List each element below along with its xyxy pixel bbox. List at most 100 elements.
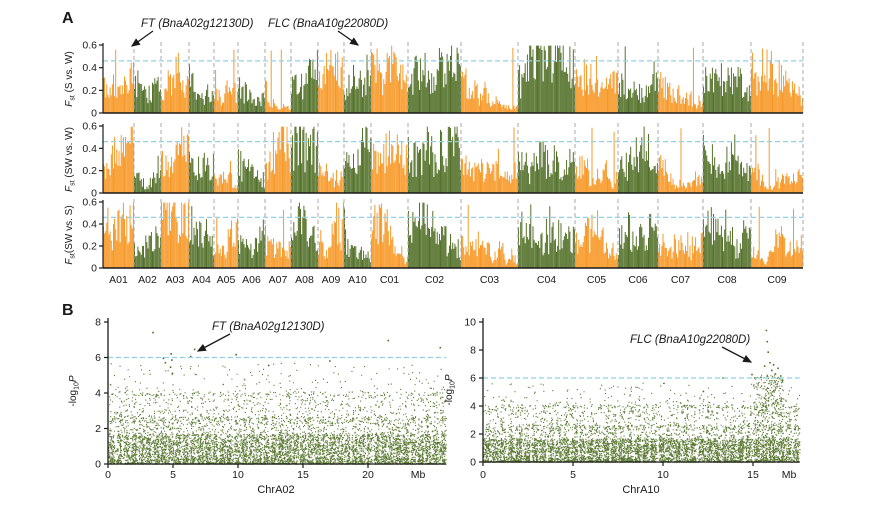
fst-bars-C02 xyxy=(408,202,461,268)
fst-bars-A07 xyxy=(265,209,291,268)
chromosome-label: A01 xyxy=(109,274,128,286)
fst-row: 0 0.2 0.4 0.6 Fst(SW vs. S) xyxy=(64,197,804,275)
chromosome-label: A05 xyxy=(217,274,236,286)
x-tick-label: 0 xyxy=(105,469,111,481)
fst-row: 0 0.2 0.4 0.6 Fst (SW vs. W) xyxy=(64,121,804,200)
panel-b-letter: B xyxy=(62,302,74,319)
fst-bars-C06 xyxy=(618,46,658,113)
y-axis-title: Fst(SW vs. S) xyxy=(64,205,77,264)
y-tick-label: 6 xyxy=(95,352,101,364)
fst-bars-C07 xyxy=(658,232,703,268)
fst-bars-A03 xyxy=(161,127,189,193)
chromosome-label: A08 xyxy=(295,274,314,286)
x-tick-label: 5 xyxy=(570,469,576,481)
fst-bars-C02 xyxy=(408,45,461,113)
fst-bars-A04 xyxy=(189,206,214,268)
fst-bars-A04 xyxy=(189,151,214,193)
panel-a: 0 0.2 0.4 0.6 Fst (S vs. W) 0 0.2 0.4 0.6 Fst (SW… xyxy=(64,18,804,286)
fst-bars-A07 xyxy=(265,126,291,193)
x-tick-label: 10 xyxy=(232,469,244,481)
fst-bars-A03 xyxy=(161,52,189,113)
fst-bars-C04 xyxy=(518,45,575,113)
y-tick-label: 0.2 xyxy=(82,85,97,97)
fst-bars-A02 xyxy=(134,70,161,113)
fst-bars-C07 xyxy=(658,47,703,113)
x-axis-title: ChrA10 xyxy=(622,484,659,496)
y-tick-label: 4 xyxy=(470,401,476,413)
fst-bars-A02 xyxy=(134,155,161,193)
annotation-arrow xyxy=(130,30,154,47)
chromosome-label: C01 xyxy=(380,274,399,286)
annotation-arrow xyxy=(337,30,360,46)
x-tick-label: 15 xyxy=(747,469,759,481)
fst-bars-C06 xyxy=(618,126,658,193)
y-tick-label: 8 xyxy=(95,317,101,329)
fst-bars-A06 xyxy=(238,149,265,193)
y-tick-label: 0 xyxy=(91,188,97,200)
fst-bars-A06 xyxy=(238,219,265,268)
annotation-arrow xyxy=(721,346,753,363)
y-tick-label: 4 xyxy=(95,388,101,400)
fst-bars-C05 xyxy=(575,127,618,193)
y-tick-label: 0.6 xyxy=(82,121,97,133)
fst-bars-C05 xyxy=(575,56,618,113)
fst-bars-C08 xyxy=(703,134,751,193)
y-axis-title: -log10P xyxy=(444,374,457,405)
fst-bars-C06 xyxy=(618,212,658,268)
y-axis-title: Fst (SW vs. W) xyxy=(64,127,77,192)
fst-bars-C04 xyxy=(518,204,575,268)
fst-bars-C01 xyxy=(371,203,408,268)
fst-bars-A01 xyxy=(103,202,134,268)
chromosome-label: C03 xyxy=(480,274,499,286)
fst-bars-A05 xyxy=(214,217,238,268)
fst-bars-A07 xyxy=(265,49,291,113)
chromosome-label: C05 xyxy=(587,274,606,286)
panel-b-ChrA02: 0 2 4 6 8 0 5 10 15 20 Mb ChrA02 -log10P FT (BnaA02g1… xyxy=(68,317,447,496)
fst-bars-A09 xyxy=(318,162,344,193)
y-tick-label: 0.6 xyxy=(82,40,97,52)
fst-bars-A10 xyxy=(344,208,371,268)
fst-bars-C02 xyxy=(408,126,461,193)
fst-bars-A05 xyxy=(214,161,238,193)
fst-row: 0 0.2 0.4 0.6 Fst (S vs. W) xyxy=(64,40,804,120)
fst-bars-A08 xyxy=(291,202,318,268)
fst-bars-C08 xyxy=(703,207,751,268)
fst-bars-A08 xyxy=(291,126,318,193)
fst-bars-A08 xyxy=(291,50,318,113)
x-axis-unit-label: Mb xyxy=(411,469,426,481)
gene-annotation: FLC (BnaA10g22080D) xyxy=(630,334,750,346)
chromosome-label: C09 xyxy=(767,274,786,286)
scatter-points xyxy=(108,362,447,465)
fst-bars-C03 xyxy=(461,127,518,193)
x-tick-label: 15 xyxy=(297,469,309,481)
x-tick-label: 0 xyxy=(480,469,486,481)
y-tick-label: 6 xyxy=(470,373,476,385)
y-tick-label: 0 xyxy=(91,263,97,275)
y-axis-title: -log10P xyxy=(68,375,81,406)
y-tick-label: 0 xyxy=(91,108,97,120)
fst-bars-A04 xyxy=(189,63,214,113)
y-tick-label: 2 xyxy=(95,423,101,435)
fst-bars-C04 xyxy=(518,141,575,193)
fst-bars-C08 xyxy=(703,63,751,113)
panel-b-ChrA10: 0 2 4 6 8 10 0 5 10 15 Mb ChrA10 -log10P FLC (BnaA10g… xyxy=(444,317,801,496)
fst-bars-A03 xyxy=(161,202,189,268)
fst-bars-A09 xyxy=(318,49,344,113)
y-tick-label: 0.4 xyxy=(82,219,97,231)
fst-bars-C05 xyxy=(575,210,618,268)
y-tick-label: 10 xyxy=(464,317,476,329)
fst-bars-A09 xyxy=(318,202,344,268)
chromosome-label: C06 xyxy=(628,274,647,286)
fst-bars-A02 xyxy=(134,226,161,268)
chromosome-label: A10 xyxy=(348,274,367,286)
annotation-arrow xyxy=(196,333,231,352)
chromosome-label: C08 xyxy=(717,274,736,286)
fst-bars-A01 xyxy=(103,49,134,113)
outlier-points xyxy=(152,331,442,375)
fst-bars-C01 xyxy=(371,45,408,113)
chromosome-label: C07 xyxy=(671,274,690,286)
gene-annotation: FT (BnaA02g12130D) xyxy=(212,321,325,333)
y-tick-label: 0.4 xyxy=(82,143,97,155)
